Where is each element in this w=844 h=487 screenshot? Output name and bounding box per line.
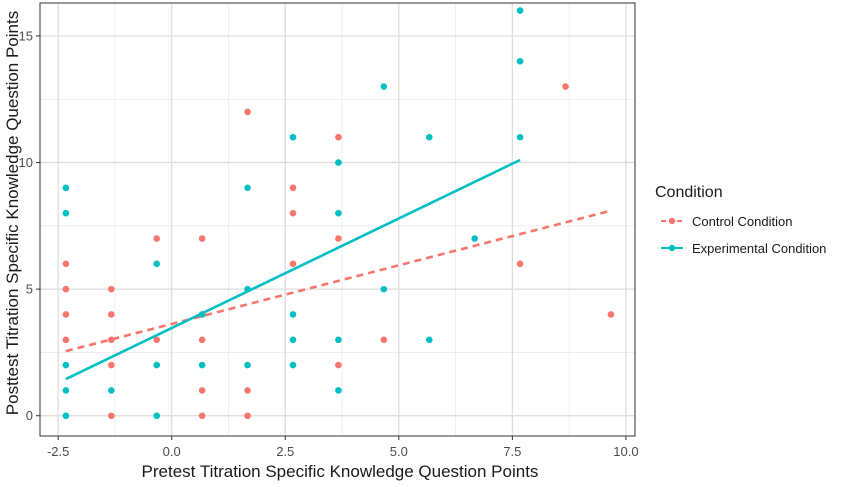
point-control xyxy=(62,260,70,268)
major-grid xyxy=(40,3,635,436)
point-experimental xyxy=(62,387,70,394)
x-tick-label: 10.0 xyxy=(613,444,638,459)
point-experimental xyxy=(62,361,70,369)
legend-label-control: Control Condition xyxy=(692,214,792,229)
y-axis-ticks: 0 5 10 15 xyxy=(19,28,40,423)
point-experimental xyxy=(516,7,524,14)
point-control xyxy=(244,387,251,394)
point-control xyxy=(108,336,115,344)
x-tick-label: 5.0 xyxy=(390,444,408,459)
point-experimental xyxy=(153,361,161,369)
point-control xyxy=(62,336,70,344)
point-control xyxy=(62,285,70,293)
point-control xyxy=(380,336,388,344)
point-experimental xyxy=(425,133,433,141)
y-axis-title: Posttest Titration Specific Knowledge Qu… xyxy=(3,11,22,415)
point-experimental xyxy=(335,387,342,394)
y-tick-label: 0 xyxy=(26,408,33,423)
point-experimental xyxy=(62,209,70,217)
y-tick-label: 15 xyxy=(19,28,33,43)
point-experimental xyxy=(198,361,206,369)
panel-border xyxy=(39,2,636,437)
point-control xyxy=(244,108,251,116)
point-control xyxy=(108,311,115,318)
fit-lines xyxy=(65,158,612,381)
point-experimental xyxy=(289,133,297,141)
point-experimental xyxy=(335,336,342,344)
point-experimental xyxy=(425,336,433,344)
legend: Condition Control Condition Experimental… xyxy=(655,184,826,256)
point-control xyxy=(62,311,70,318)
x-tick-label: -2.5 xyxy=(47,444,69,459)
point-experimental xyxy=(335,159,342,166)
point-control xyxy=(198,387,206,394)
legend-item-control: Control Condition xyxy=(661,214,792,229)
legend-key-point-control xyxy=(668,217,676,225)
legend-label-experimental: Experimental Condition xyxy=(692,241,826,256)
point-experimental xyxy=(516,133,524,141)
point-control xyxy=(244,412,251,420)
y-tick-label: 5 xyxy=(26,282,33,297)
point-control xyxy=(289,260,297,268)
point-experimental xyxy=(62,184,70,192)
fit-line-experimental xyxy=(65,158,521,381)
legend-title: Condition xyxy=(655,184,723,201)
point-control xyxy=(153,235,161,242)
point-control xyxy=(289,209,297,217)
point-control xyxy=(198,412,206,420)
point-control xyxy=(516,260,524,268)
x-tick-label: 7.5 xyxy=(503,444,521,459)
point-experimental xyxy=(244,285,251,293)
point-experimental xyxy=(289,361,297,369)
x-axis-title: Pretest Titration Specific Knowledge Que… xyxy=(142,462,539,481)
point-experimental xyxy=(244,184,251,192)
point-control xyxy=(198,336,206,344)
point-experimental xyxy=(380,285,388,293)
point-control xyxy=(198,235,206,242)
minor-grid xyxy=(40,3,635,436)
point-control xyxy=(562,83,569,90)
point-experimental xyxy=(153,260,161,268)
data-points xyxy=(62,7,615,420)
point-experimental xyxy=(471,235,478,242)
point-experimental xyxy=(153,412,161,420)
point-control xyxy=(108,285,115,293)
point-experimental xyxy=(108,387,115,394)
point-control xyxy=(108,412,115,420)
legend-key-point-experimental xyxy=(668,244,676,252)
point-control xyxy=(335,361,342,369)
x-tick-label: 2.5 xyxy=(276,444,294,459)
x-tick-label: 0.0 xyxy=(163,444,181,459)
legend-item-experimental: Experimental Condition xyxy=(661,241,826,256)
point-experimental xyxy=(62,412,70,420)
point-control xyxy=(153,336,161,344)
point-control xyxy=(607,311,615,318)
y-tick-label: 10 xyxy=(19,155,33,170)
x-axis-ticks: -2.5 0.0 2.5 5.0 7.5 10.0 xyxy=(47,436,639,459)
point-experimental xyxy=(335,209,342,217)
point-control xyxy=(335,133,342,141)
fit-line-control xyxy=(65,209,612,353)
point-control xyxy=(335,235,342,242)
point-control xyxy=(108,361,115,369)
point-experimental xyxy=(244,361,251,369)
point-control xyxy=(289,184,297,192)
point-experimental xyxy=(289,311,297,318)
point-experimental xyxy=(380,83,388,90)
point-experimental xyxy=(516,57,524,65)
point-experimental xyxy=(289,336,297,344)
point-experimental xyxy=(198,311,206,318)
